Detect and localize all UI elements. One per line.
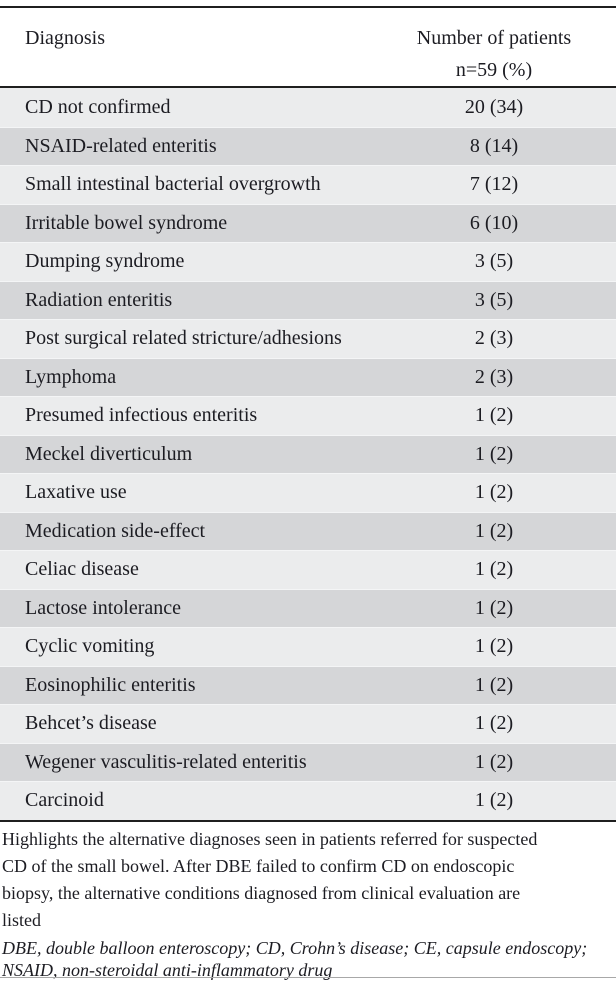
patients-count-cell: 3 (5): [474, 250, 514, 273]
table-body: CD not confirmed 20 (34) NSAID-related ent…: [0, 88, 616, 822]
table-row: NSAID-related enteritis 8 (14): [0, 126, 616, 165]
abbreviations-note: DBE, double balloon enteroscopy; CD, Cro…: [2, 937, 616, 981]
diagnosis-cell: Presumed infectious enteritis: [25, 404, 258, 427]
patients-count-cell: 1 (2): [474, 789, 514, 812]
bottom-rule: [0, 977, 616, 978]
table-row: Celiac disease 1 (2): [0, 550, 616, 589]
diagnosis-table: Diagnosis Number of patients n=59 (%) CD…: [0, 6, 616, 822]
patients-count-cell: 2 (3): [474, 327, 514, 350]
table-row: Irritable bowel syndrome 6 (10): [0, 203, 616, 242]
footnote-line: biopsy, the alternative conditions diagn…: [2, 882, 521, 903]
patients-count-cell: 20 (34): [464, 95, 524, 118]
table-footnote: Highlights the alternative diagnoses see…: [2, 826, 612, 934]
footnote-line: listed: [2, 909, 41, 930]
table-row: Laxative use 1 (2): [0, 473, 616, 512]
patients-count-cell: 1 (2): [474, 519, 514, 542]
table-row: Lactose intolerance 1 (2): [0, 588, 616, 627]
patients-count-cell: 1 (2): [474, 442, 514, 465]
diagnosis-cell: Lactose intolerance: [25, 596, 182, 619]
table-row: Meckel diverticulum 1 (2): [0, 434, 616, 473]
diagnosis-cell: Laxative use: [25, 481, 127, 504]
diagnosis-cell: Celiac disease: [25, 558, 139, 581]
diagnosis-cell: Meckel diverticulum: [25, 442, 193, 465]
table-row: Lymphoma 2 (3): [0, 357, 616, 396]
patients-count-cell: 1 (2): [474, 673, 514, 696]
table-row: CD not confirmed 20 (34): [0, 88, 616, 127]
diagnosis-cell: Cyclic vomiting: [25, 635, 155, 658]
table-row: Cyclic vomiting 1 (2): [0, 627, 616, 666]
patients-count-cell: 1 (2): [474, 558, 514, 581]
diagnosis-cell: NSAID-related enteritis: [25, 134, 217, 157]
patients-count-cell: 1 (2): [474, 712, 514, 735]
patients-count-cell: 2 (3): [474, 365, 514, 388]
diagnosis-cell: Post surgical related stricture/adhesion…: [25, 327, 342, 350]
table-row: Post surgical related stricture/adhesion…: [0, 319, 616, 358]
diagnosis-cell: Lymphoma: [25, 365, 117, 388]
patients-count-cell: 1 (2): [474, 404, 514, 427]
table-row: Presumed infectious enteritis 1 (2): [0, 396, 616, 435]
diagnosis-cell: Carcinoid: [25, 789, 104, 812]
footnote-line: Highlights the alternative diagnoses see…: [2, 828, 538, 849]
table-row: Behcet’s disease 1 (2): [0, 704, 616, 743]
diagnosis-cell: Wegener vasculitis-related enteritis: [25, 750, 307, 773]
patients-count-cell: 3 (5): [474, 288, 514, 311]
patients-count-cell: 1 (2): [474, 635, 514, 658]
patients-count-cell: 1 (2): [474, 596, 514, 619]
column-header-patients: Number of patients n=59 (%): [372, 22, 616, 86]
table-row: Radiation enteritis 3 (5): [0, 280, 616, 319]
footnote-line: CD of the small bowel. After DBE failed …: [2, 855, 515, 876]
column-header-patients-line2: n=59 (%): [455, 59, 533, 81]
table-row: Dumping syndrome 3 (5): [0, 242, 616, 281]
column-header-diagnosis: Diagnosis: [25, 27, 105, 49]
diagnosis-cell: Irritable bowel syndrome: [25, 211, 228, 234]
patients-count-cell: 7 (12): [469, 173, 519, 196]
diagnosis-cell: Dumping syndrome: [25, 250, 185, 273]
footnote-line: DBE, double balloon enteroscopy; CD, Cro…: [2, 937, 588, 958]
column-header-patients-line1: Number of patients: [416, 27, 572, 49]
patients-count-cell: 8 (14): [469, 134, 519, 157]
table-row: Eosinophilic enteritis 1 (2): [0, 665, 616, 704]
table-row: Small intestinal bacterial overgrowth 7 (…: [0, 165, 616, 204]
patients-count-cell: 6 (10): [469, 211, 519, 234]
diagnosis-cell: Eosinophilic enteritis: [25, 673, 196, 696]
footnote-line: NSAID, non-steroidal anti-inflammatory d…: [2, 959, 333, 980]
table-header-row: Diagnosis Number of patients n=59 (%): [0, 8, 616, 88]
diagnosis-cell: Medication side-effect: [25, 519, 206, 542]
patients-count-cell: 1 (2): [474, 750, 514, 773]
patients-count-cell: 1 (2): [474, 481, 514, 504]
table-row: Medication side-effect 1 (2): [0, 511, 616, 550]
diagnosis-cell: Behcet’s disease: [25, 712, 157, 735]
diagnosis-cell: CD not confirmed: [25, 95, 171, 118]
diagnosis-cell: Radiation enteritis: [25, 288, 173, 311]
table-row: Wegener vasculitis-related enteritis 1 (2…: [0, 742, 616, 781]
table-row: Carcinoid 1 (2): [0, 781, 616, 820]
diagnosis-cell: Small intestinal bacterial overgrowth: [25, 173, 321, 196]
